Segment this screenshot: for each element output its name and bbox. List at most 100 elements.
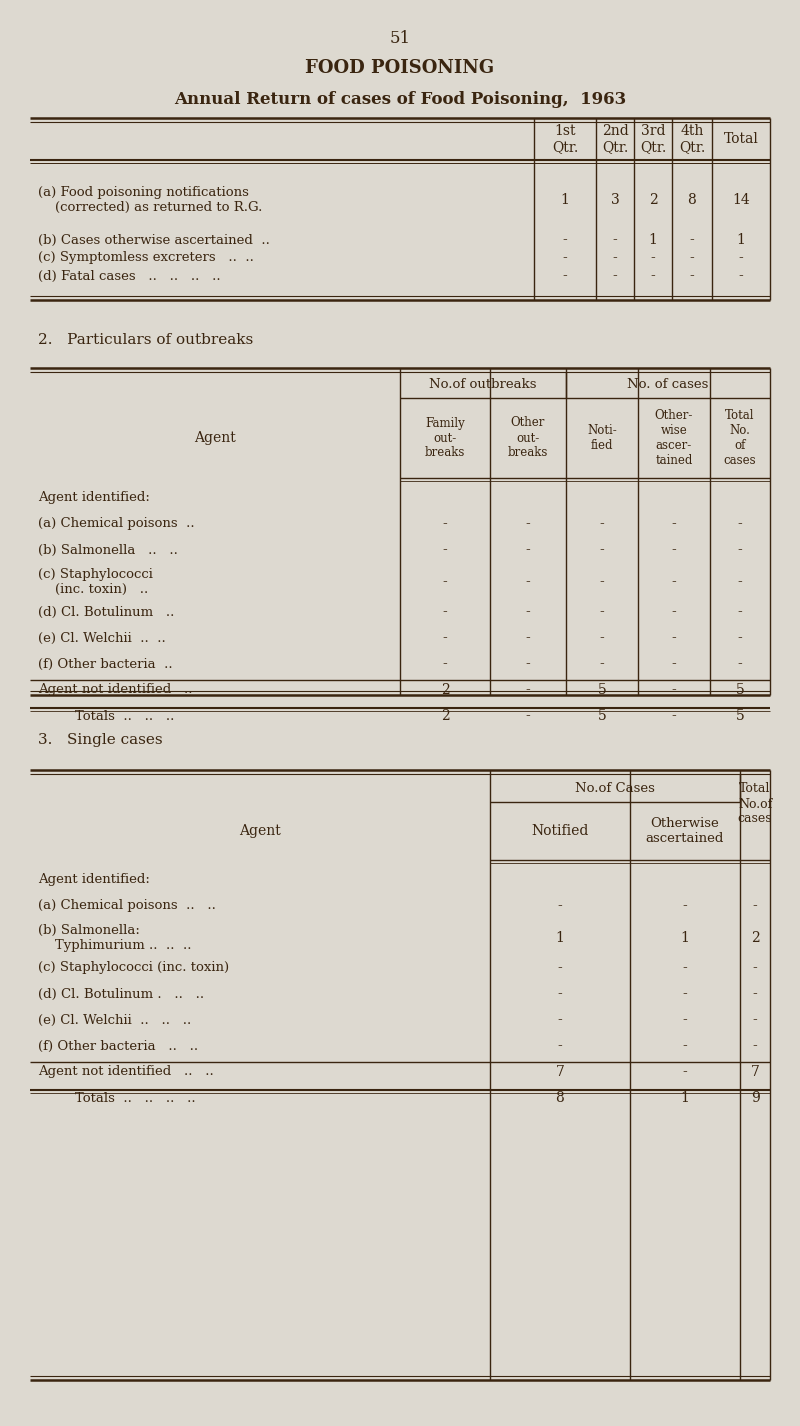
Text: (c) Symptomless excreters   ..  ..: (c) Symptomless excreters .. .. <box>38 251 254 264</box>
Text: -: - <box>526 518 530 530</box>
Text: -: - <box>753 1012 758 1027</box>
Text: -: - <box>672 543 676 558</box>
Text: -: - <box>526 605 530 619</box>
Text: -: - <box>526 630 530 645</box>
Text: (f) Other bacteria  ..: (f) Other bacteria .. <box>38 657 173 670</box>
Text: -: - <box>672 709 676 723</box>
Text: Other
out-
breaks: Other out- breaks <box>508 416 548 459</box>
Text: -: - <box>558 1012 562 1027</box>
Text: FOOD POISONING: FOOD POISONING <box>306 58 494 77</box>
Text: -: - <box>682 1040 687 1052</box>
Text: -: - <box>442 630 447 645</box>
Text: 2: 2 <box>441 683 450 697</box>
Text: -: - <box>526 657 530 672</box>
Text: Agent identified:: Agent identified: <box>38 492 150 505</box>
Text: -: - <box>753 987 758 1001</box>
Text: 5: 5 <box>736 683 744 697</box>
Text: -: - <box>690 251 694 265</box>
Text: Agent: Agent <box>194 431 236 445</box>
Text: Total: Total <box>723 133 758 145</box>
Text: -: - <box>738 657 742 672</box>
Text: -: - <box>672 518 676 530</box>
Text: 2nd
Qtr.: 2nd Qtr. <box>602 124 628 154</box>
Text: -: - <box>682 987 687 1001</box>
Text: -: - <box>682 1012 687 1027</box>
Text: (c) Staphylococci (inc. toxin): (c) Staphylococci (inc. toxin) <box>38 961 229 974</box>
Text: -: - <box>600 575 604 589</box>
Text: -: - <box>526 683 530 697</box>
Text: -: - <box>682 898 687 913</box>
Text: -: - <box>562 270 567 282</box>
Text: 2: 2 <box>441 709 450 723</box>
Text: 1: 1 <box>681 931 690 945</box>
Text: Agent identified:: Agent identified: <box>38 874 150 887</box>
Text: 7: 7 <box>555 1065 565 1079</box>
Text: -: - <box>613 270 618 282</box>
Text: -: - <box>690 232 694 247</box>
Text: -: - <box>672 605 676 619</box>
Text: (e) Cl. Welchii  ..   ..   ..: (e) Cl. Welchii .. .. .. <box>38 1014 191 1027</box>
Text: Family
out-
breaks: Family out- breaks <box>425 416 465 459</box>
Text: (b) Cases otherwise ascertained  ..: (b) Cases otherwise ascertained .. <box>38 234 270 247</box>
Text: No.of outbreaks: No.of outbreaks <box>430 378 537 392</box>
Text: Other-
wise
ascer-
tained: Other- wise ascer- tained <box>655 409 693 466</box>
Text: -: - <box>682 1065 687 1079</box>
Text: Otherwise
ascertained: Otherwise ascertained <box>646 817 724 846</box>
Text: 2: 2 <box>750 931 759 945</box>
Text: -: - <box>442 543 447 558</box>
Text: -: - <box>526 709 530 723</box>
Text: 1st
Qtr.: 1st Qtr. <box>552 124 578 154</box>
Text: -: - <box>600 657 604 672</box>
Text: -: - <box>650 270 655 282</box>
Text: (a) Chemical poisons  ..: (a) Chemical poisons .. <box>38 518 194 530</box>
Text: (a) Chemical poisons  ..   ..: (a) Chemical poisons .. .. <box>38 900 216 913</box>
Text: Totals  ..   ..   ..   ..: Totals .. .. .. .. <box>58 1091 196 1105</box>
Text: 8: 8 <box>556 1091 564 1105</box>
Text: -: - <box>753 961 758 975</box>
Text: (c) Staphylococci
    (inc. toxin)   ..: (c) Staphylococci (inc. toxin) .. <box>38 568 153 596</box>
Text: -: - <box>738 251 743 265</box>
Text: 4th
Qtr.: 4th Qtr. <box>679 124 705 154</box>
Text: Agent not identified   ..: Agent not identified .. <box>38 683 193 696</box>
Text: -: - <box>558 961 562 975</box>
Text: Total
No.of
cases: Total No.of cases <box>738 783 772 826</box>
Text: -: - <box>738 630 742 645</box>
Text: 3rd
Qtr.: 3rd Qtr. <box>640 124 666 154</box>
Text: 5: 5 <box>598 683 606 697</box>
Text: Annual Return of cases of Food Poisoning,  1963: Annual Return of cases of Food Poisoning… <box>174 91 626 108</box>
Text: 1: 1 <box>681 1091 690 1105</box>
Text: -: - <box>613 251 618 265</box>
Text: -: - <box>672 683 676 697</box>
Text: (b) Salmonella:
    Typhimurium ..  ..  ..: (b) Salmonella: Typhimurium .. .. .. <box>38 924 191 953</box>
Text: -: - <box>738 518 742 530</box>
Text: (d) Cl. Botulinum   ..: (d) Cl. Botulinum .. <box>38 606 174 619</box>
Text: -: - <box>600 543 604 558</box>
Text: 1: 1 <box>555 931 565 945</box>
Text: -: - <box>753 898 758 913</box>
Text: (d) Cl. Botulinum .   ..   ..: (d) Cl. Botulinum . .. .. <box>38 987 204 1001</box>
Text: 5: 5 <box>736 709 744 723</box>
Text: 5: 5 <box>598 709 606 723</box>
Text: -: - <box>562 232 567 247</box>
Text: -: - <box>442 518 447 530</box>
Text: Notified: Notified <box>531 824 589 838</box>
Text: (f) Other bacteria   ..   ..: (f) Other bacteria .. .. <box>38 1040 198 1052</box>
Text: -: - <box>526 575 530 589</box>
Text: -: - <box>558 898 562 913</box>
Text: 2.   Particulars of outbreaks: 2. Particulars of outbreaks <box>38 334 254 347</box>
Text: (a) Food poisoning notifications
    (corrected) as returned to R.G.: (a) Food poisoning notifications (correc… <box>38 185 262 214</box>
Text: -: - <box>600 518 604 530</box>
Text: -: - <box>600 630 604 645</box>
Text: Noti-
fied: Noti- fied <box>587 424 617 452</box>
Text: 2: 2 <box>649 193 658 207</box>
Text: 1: 1 <box>649 232 658 247</box>
Text: -: - <box>562 251 567 265</box>
Text: -: - <box>753 1040 758 1052</box>
Text: 3: 3 <box>610 193 619 207</box>
Text: 1: 1 <box>561 193 570 207</box>
Text: 1: 1 <box>737 232 746 247</box>
Text: -: - <box>526 543 530 558</box>
Text: -: - <box>690 270 694 282</box>
Text: Agent not identified   ..   ..: Agent not identified .. .. <box>38 1065 214 1078</box>
Text: -: - <box>682 961 687 975</box>
